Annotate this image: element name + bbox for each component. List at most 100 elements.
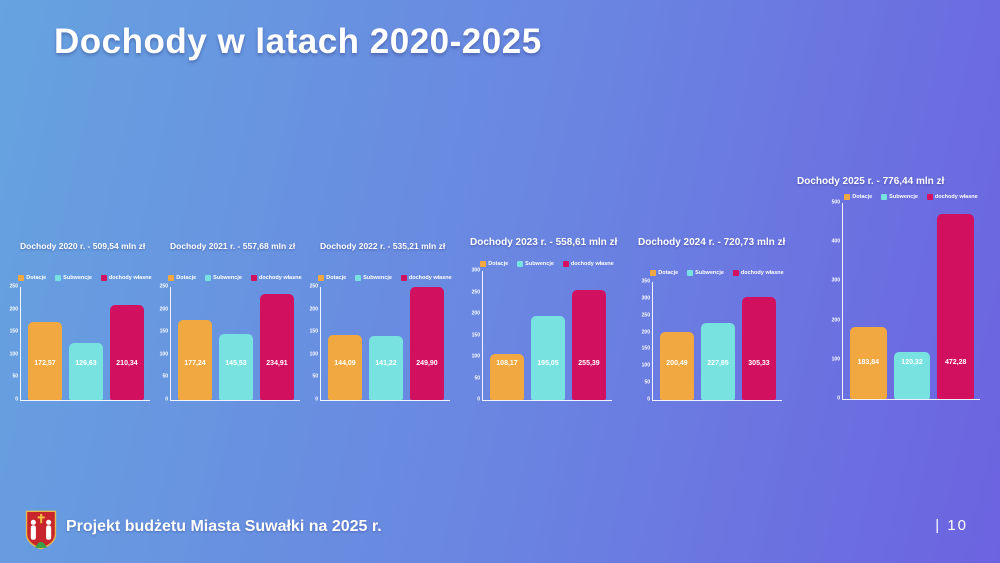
legend-item: Dotacje (480, 261, 508, 267)
legend-swatch-icon (517, 261, 524, 267)
legend-swatch-icon (205, 275, 212, 281)
chart-bars: 183,84 120,32 472,28 (843, 203, 980, 399)
chart-legend: Dotacje Subwencje dochody własne (650, 270, 784, 276)
chart-title: Dochody 2023 r. - 558,61 mln zł (470, 237, 618, 248)
bar-dochody-własne: 472,28 (937, 213, 975, 399)
legend-item: dochody własne (400, 275, 452, 281)
chart-bars: 108,17 195,05 255,39 (483, 271, 612, 400)
legend-label: dochody własne (408, 275, 452, 281)
legend-label: dochody własne (570, 261, 614, 267)
legend-item: dochody własne (926, 194, 978, 200)
bar-dochody-własne: 255,39 (572, 290, 606, 400)
bar-value-label: 141,22 (375, 360, 397, 367)
bar-dochody-własne: 210,34 (110, 304, 144, 400)
bar-value-label: 472,28 (944, 359, 967, 366)
chart-2025: Dochody 2025 r. - 776,44 mln zł Dotacje S… (797, 176, 980, 401)
legend-label: dochody własne (740, 270, 784, 276)
chart-plot: 0 50 100 150 200 250 144,09 141,22 249,90 (310, 284, 450, 402)
y-tick-label: 250 (159, 283, 168, 290)
legend-swatch-icon (250, 275, 257, 281)
bar-value-label: 183,84 (857, 359, 880, 366)
legend-swatch-icon (687, 270, 694, 276)
legend-item: Subwencje (687, 270, 724, 276)
page-title: Dochody w latach 2020-2025 (54, 22, 542, 61)
chart-bars: 177,24 145,53 234,91 (171, 287, 300, 400)
legend-item: Subwencje (517, 261, 554, 267)
bar-value-label: 145,53 (225, 360, 247, 367)
y-tick-label: 100 (471, 353, 480, 360)
legend-swatch-icon (480, 261, 487, 267)
legend-label: Dotacje (658, 270, 679, 276)
y-tick-label: 500 (831, 199, 840, 206)
y-tick-label: 200 (309, 306, 318, 313)
bar-dotacje: 172,57 (28, 322, 62, 400)
legend-item: Subwencje (881, 194, 918, 200)
legend-label: Subwencje (63, 275, 92, 281)
y-tick-label: 0 (15, 396, 18, 403)
chart-plot: 0 50 100 150 200 250 300 108,17 195,05 255,39 (472, 268, 612, 402)
y-tick-label: 150 (309, 328, 318, 335)
legend-label: Subwencje (525, 261, 554, 267)
y-tick-label: 250 (309, 283, 318, 290)
y-tick-label: 0 (315, 396, 318, 403)
legend-item: Subwencje (55, 275, 92, 281)
bar-value-label: 200,49 (666, 360, 688, 367)
bar-value-label: 249,90 (416, 360, 438, 367)
bar-value-label: 305,33 (748, 360, 770, 367)
bar-dotacje: 108,17 (490, 353, 524, 400)
y-tick-label: 350 (641, 278, 650, 285)
legend-item: Dotacje (844, 194, 872, 200)
y-tick-label: 300 (831, 277, 840, 284)
legend-label: dochody własne (934, 194, 978, 200)
chart-title: Dochody 2020 r. - 509,54 mln zł (20, 241, 146, 251)
bar-subwencje: 227,95 (701, 323, 735, 400)
chart-2022: Dochody 2022 r. - 535,21 mln zł Dotacje S… (310, 241, 452, 402)
bar-value-label: 126,63 (75, 360, 97, 367)
chart-title: Dochody 2024 r. - 720,73 mln zł (638, 237, 786, 248)
legend-label: Dotacje (176, 275, 197, 281)
bar-value-label: 144,09 (334, 360, 356, 367)
y-tick-label: 150 (641, 345, 650, 352)
y-axis-ticks: 0 50 100 150 200 250 (310, 284, 450, 402)
bar-value-label: 108,17 (496, 360, 518, 367)
y-tick-label: 0 (837, 395, 840, 402)
legend-label: Subwencje (213, 275, 242, 281)
y-tick-label: 250 (471, 289, 480, 295)
legend-swatch-icon (18, 275, 25, 281)
bar-value-label: 120,32 (901, 359, 923, 366)
legend-item: Dotacje (318, 275, 346, 281)
footer-text: Projekt budżetu Miasta Suwałki na 2025 r… (66, 518, 382, 535)
chart-title: Dochody 2021 r. - 557,68 mln zł (170, 241, 296, 251)
legend-label: dochody własne (108, 275, 152, 281)
chart-title: Dochody 2022 r. - 535,21 mln zł (320, 241, 446, 251)
y-tick-label: 300 (641, 295, 650, 302)
y-axis-ticks: 0 50 100 150 200 250 (160, 284, 300, 402)
legend-swatch-icon (926, 194, 933, 200)
y-tick-label: 50 (162, 373, 168, 380)
y-tick-label: 200 (471, 310, 480, 317)
legend-item: dochody własne (250, 275, 302, 281)
y-tick-label: 50 (312, 373, 318, 380)
y-tick-label: 50 (474, 375, 480, 381)
chart-legend: Dotacje Subwencje dochody własne (168, 275, 302, 281)
y-tick-label: 50 (644, 379, 650, 386)
bar-subwencje: 126,63 (69, 342, 103, 400)
legend-label: Subwencje (695, 270, 724, 276)
y-tick-label: 100 (9, 351, 18, 358)
chart-plot: 0 50 100 150 200 250 177,24 145,53 234,91 (160, 284, 300, 402)
legend-label: Dotacje (488, 261, 509, 267)
chart-legend: Dotacje Subwencje dochody własne (318, 275, 452, 281)
legend-label: dochody własne (258, 275, 302, 281)
chart-bars: 172,57 126,63 210,34 (21, 287, 150, 400)
suwalki-coat-of-arms-icon (24, 509, 58, 551)
legend-swatch-icon (55, 275, 62, 281)
chart-title: Dochody 2025 r. - 776,44 mln zł (797, 176, 945, 187)
y-axis-ticks: 0 50 100 150 200 250 300 (472, 268, 612, 402)
y-tick-label: 150 (471, 332, 480, 338)
y-axis-ticks: 0 100 200 300 400 500 (832, 200, 980, 401)
y-tick-label: 250 (641, 312, 650, 319)
bar-subwencje: 120,32 (893, 351, 931, 399)
y-tick-label: 100 (309, 351, 318, 358)
bar-value-label: 172,57 (34, 360, 56, 367)
bar-dochody-własne: 234,91 (260, 293, 294, 400)
